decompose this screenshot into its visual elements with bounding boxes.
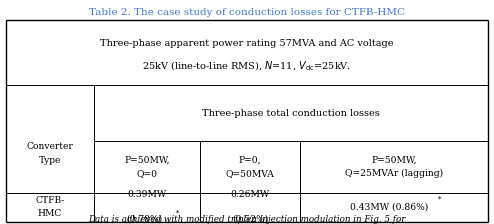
Text: Table 2. The case study of conduction losses for CTFB-HMC: Table 2. The case study of conduction lo… [89, 8, 405, 17]
Text: P=50MW,
Q=0: P=50MW, Q=0 [124, 156, 170, 178]
Text: 0.39MW: 0.39MW [127, 190, 166, 199]
Text: Converter
Type: Converter Type [27, 142, 73, 165]
Text: Three-phase apparent power rating 57MVA and AC voltage: Three-phase apparent power rating 57MVA … [100, 39, 394, 48]
Text: P=0,
Q=50MVA: P=0, Q=50MVA [226, 156, 275, 178]
Text: 25kV (line-to-line RMS), $\mathit{N}$=11, $V_{\mathrm{dc}}$=25kV.: 25kV (line-to-line RMS), $\mathit{N}$=11… [142, 59, 352, 73]
Text: (0.52%): (0.52%) [232, 215, 268, 224]
Text: CTFB-
HMC: CTFB- HMC [35, 196, 65, 218]
Text: Data is achieved with modified triplen injection modulation in Fig. 5 for: Data is achieved with modified triplen i… [88, 215, 406, 224]
Text: (0.78%): (0.78%) [126, 215, 163, 224]
Text: Three-phase total conduction losses: Three-phase total conduction losses [202, 109, 380, 118]
Text: 0.43MW (0.86%): 0.43MW (0.86%) [350, 203, 428, 212]
Text: *: * [176, 210, 179, 218]
Text: 0.26MW: 0.26MW [231, 190, 270, 199]
Text: P=50MW,
Q=25MVAr (lagging): P=50MW, Q=25MVAr (lagging) [345, 156, 443, 178]
Text: *: * [438, 196, 441, 204]
